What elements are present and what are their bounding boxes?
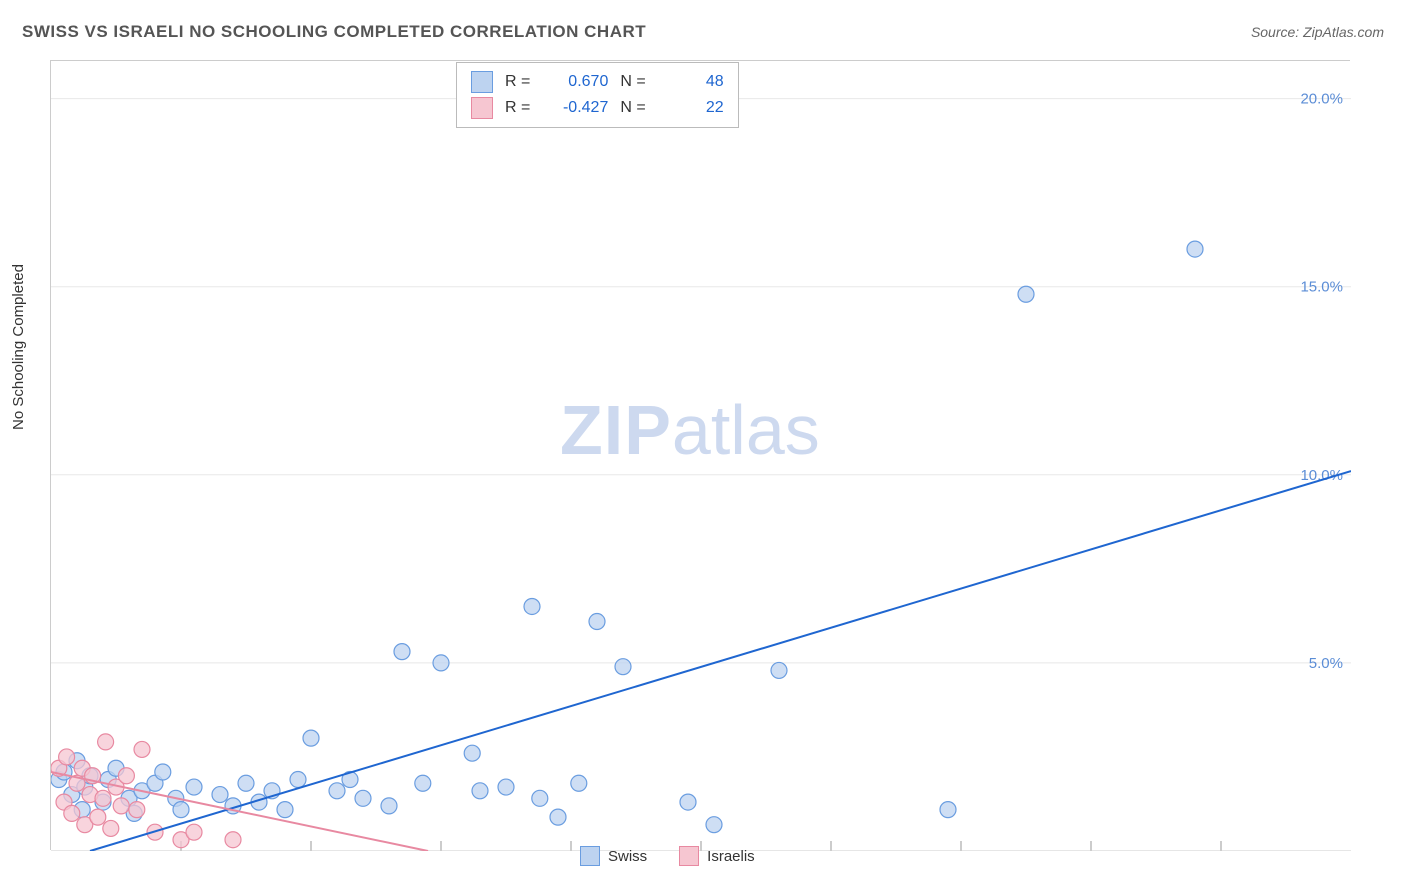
data-point <box>129 802 145 818</box>
legend-swatch <box>580 846 600 866</box>
data-point <box>464 745 480 761</box>
data-point <box>118 768 134 784</box>
data-point <box>329 783 345 799</box>
data-point <box>290 772 306 788</box>
legend-swatch <box>471 97 493 119</box>
data-point <box>355 790 371 806</box>
data-point <box>212 787 228 803</box>
data-point <box>1187 241 1203 257</box>
data-point <box>940 802 956 818</box>
data-point <box>433 655 449 671</box>
data-point <box>381 798 397 814</box>
data-point <box>238 775 254 791</box>
data-point <box>706 817 722 833</box>
data-point <box>415 775 431 791</box>
data-point <box>571 775 587 791</box>
data-point <box>394 644 410 660</box>
data-point <box>155 764 171 780</box>
y-tick-label: 5.0% <box>1309 655 1343 672</box>
data-point <box>113 798 129 814</box>
data-point <box>472 783 488 799</box>
data-point <box>771 662 787 678</box>
r-label: R = <box>505 73 530 91</box>
y-tick-label: 20.0% <box>1300 91 1343 108</box>
data-point <box>59 749 75 765</box>
data-point <box>680 794 696 810</box>
data-point <box>498 779 514 795</box>
n-label: N = <box>620 99 645 117</box>
data-point <box>173 802 189 818</box>
legend-item: Israelis <box>679 846 755 866</box>
scatter-plot: 5.0%10.0%15.0%20.0%0.0%50.0% <box>51 61 1351 851</box>
data-point <box>98 734 114 750</box>
r-value: -0.427 <box>542 99 608 117</box>
y-axis-label: No Schooling Completed <box>10 264 27 430</box>
data-point <box>615 659 631 675</box>
legend-swatch <box>679 846 699 866</box>
data-point <box>103 820 119 836</box>
data-point <box>1018 286 1034 302</box>
data-point <box>225 832 241 848</box>
data-point <box>303 730 319 746</box>
legend-stats-row: R = -0.427 N = 22 <box>471 95 724 121</box>
legend-swatch <box>471 71 493 93</box>
data-point <box>95 790 111 806</box>
source-label: Source: ZipAtlas.com <box>1251 24 1384 40</box>
data-point <box>64 805 80 821</box>
r-value: 0.670 <box>542 73 608 91</box>
data-point <box>589 614 605 630</box>
correlation-legend: R = 0.670 N = 48 R = -0.427 N = 22 <box>456 62 739 128</box>
series-legend: Swiss Israelis <box>580 846 755 866</box>
trend-line <box>90 471 1351 851</box>
data-point <box>186 824 202 840</box>
data-point <box>550 809 566 825</box>
data-point <box>186 779 202 795</box>
chart-area: 5.0%10.0%15.0%20.0%0.0%50.0% <box>50 60 1350 850</box>
legend-item: Swiss <box>580 846 647 866</box>
data-point <box>134 741 150 757</box>
legend-stats-row: R = 0.670 N = 48 <box>471 69 724 95</box>
n-value: 22 <box>658 99 724 117</box>
legend-label: Israelis <box>707 848 755 865</box>
legend-label: Swiss <box>608 848 647 865</box>
n-value: 48 <box>658 73 724 91</box>
r-label: R = <box>505 99 530 117</box>
y-tick-label: 15.0% <box>1300 279 1343 296</box>
data-point <box>277 802 293 818</box>
data-point <box>90 809 106 825</box>
n-label: N = <box>620 73 645 91</box>
data-point <box>524 598 540 614</box>
chart-title: SWISS VS ISRAELI NO SCHOOLING COMPLETED … <box>22 22 646 42</box>
data-point <box>532 790 548 806</box>
